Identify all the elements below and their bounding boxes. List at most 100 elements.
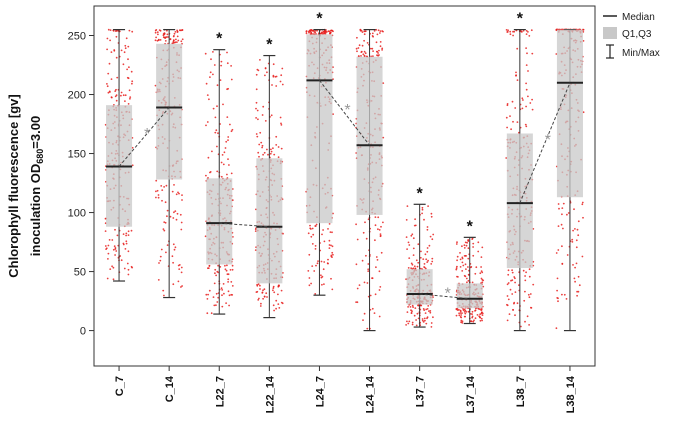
- data-point: [561, 207, 564, 210]
- data-point: [461, 245, 463, 248]
- data-point: [407, 241, 410, 244]
- data-point: [178, 268, 181, 270]
- data-point: [379, 30, 382, 32]
- data-point: [277, 293, 279, 296]
- data-point: [209, 71, 212, 74]
- data-point: [157, 196, 160, 199]
- data-point: [207, 267, 209, 270]
- significance-markers: * * * * * * * * * *: [144, 11, 551, 303]
- quartile-box: [256, 158, 283, 284]
- data-point: [455, 243, 458, 245]
- data-point: [255, 117, 257, 119]
- data-point: [467, 257, 470, 260]
- data-point: [314, 29, 317, 32]
- data-point: [528, 268, 531, 271]
- data-point: [455, 308, 458, 311]
- data-point: [323, 240, 326, 243]
- data-point: [482, 279, 485, 282]
- data-point: [428, 310, 430, 312]
- data-point: [174, 41, 177, 44]
- data-point: [376, 33, 379, 36]
- data-point: [308, 253, 311, 256]
- data-point: [528, 324, 530, 326]
- data-point: [525, 47, 527, 49]
- data-point: [163, 294, 165, 297]
- data-point: [107, 258, 109, 260]
- data-point: [473, 319, 475, 322]
- data-point: [226, 51, 228, 54]
- data-point: [410, 234, 413, 237]
- data-point: [524, 275, 526, 277]
- data-point: [529, 293, 532, 295]
- data-point: [522, 269, 525, 272]
- data-point: [563, 293, 566, 296]
- data-point: [230, 281, 233, 283]
- data-point: [157, 279, 160, 281]
- data-point: [431, 238, 434, 241]
- data-point: [405, 219, 408, 221]
- data-point: [156, 39, 159, 42]
- data-point: [154, 39, 157, 42]
- data-point: [275, 85, 278, 87]
- data-point: [331, 251, 334, 254]
- data-point: [557, 249, 560, 251]
- data-point: [377, 52, 379, 54]
- y-axis-title-line1: Chlorophyll fluorescence [gv]: [6, 94, 21, 277]
- data-point: [314, 293, 317, 295]
- data-point: [512, 34, 514, 37]
- data-point: [330, 29, 332, 32]
- data-point: [464, 241, 467, 244]
- legend: Median Q1,Q3 Min/Max: [603, 12, 660, 59]
- data-point: [456, 275, 458, 278]
- data-point: [376, 50, 378, 53]
- data-point: [416, 265, 419, 268]
- data-point: [125, 240, 128, 243]
- data-point: [526, 52, 528, 55]
- data-point: [419, 256, 422, 259]
- data-point: [412, 247, 415, 250]
- x-category-label: L38_7: [515, 376, 527, 407]
- data-point: [372, 55, 374, 58]
- data-point: [356, 301, 359, 304]
- data-point: [378, 270, 381, 273]
- x-category-label: L22_7: [214, 376, 226, 407]
- data-point: [163, 186, 166, 188]
- data-point: [264, 74, 266, 77]
- data-point: [115, 56, 118, 59]
- data-point: [466, 281, 468, 284]
- data-point: [228, 294, 231, 297]
- data-point: [530, 29, 533, 32]
- data-point: [506, 103, 509, 105]
- data-point: [582, 40, 585, 42]
- data-point: [363, 281, 366, 284]
- data-point: [431, 257, 434, 260]
- data-point: [574, 280, 576, 283]
- data-point: [411, 304, 414, 307]
- data-point: [430, 263, 433, 265]
- data-point: [129, 96, 132, 98]
- data-point: [260, 302, 262, 305]
- data-point: [374, 239, 376, 242]
- data-point: [226, 62, 229, 65]
- data-point: [328, 244, 331, 246]
- data-point: [412, 267, 415, 270]
- data-point: [481, 314, 484, 316]
- data-point: [254, 230, 257, 233]
- quartile-box: [306, 34, 333, 224]
- data-point: [508, 313, 511, 315]
- data-point: [120, 94, 122, 97]
- data-point: [357, 47, 360, 49]
- data-point: [572, 264, 574, 266]
- data-point: [417, 261, 420, 264]
- data-point: [256, 68, 259, 71]
- data-point: [181, 194, 183, 197]
- data-point: [408, 320, 411, 323]
- data-point: [275, 299, 278, 302]
- data-point: [127, 230, 130, 233]
- data-point: [179, 29, 181, 32]
- data-point: [220, 161, 223, 164]
- data-point: [127, 234, 130, 237]
- data-point: [176, 31, 179, 33]
- data-point: [575, 239, 578, 242]
